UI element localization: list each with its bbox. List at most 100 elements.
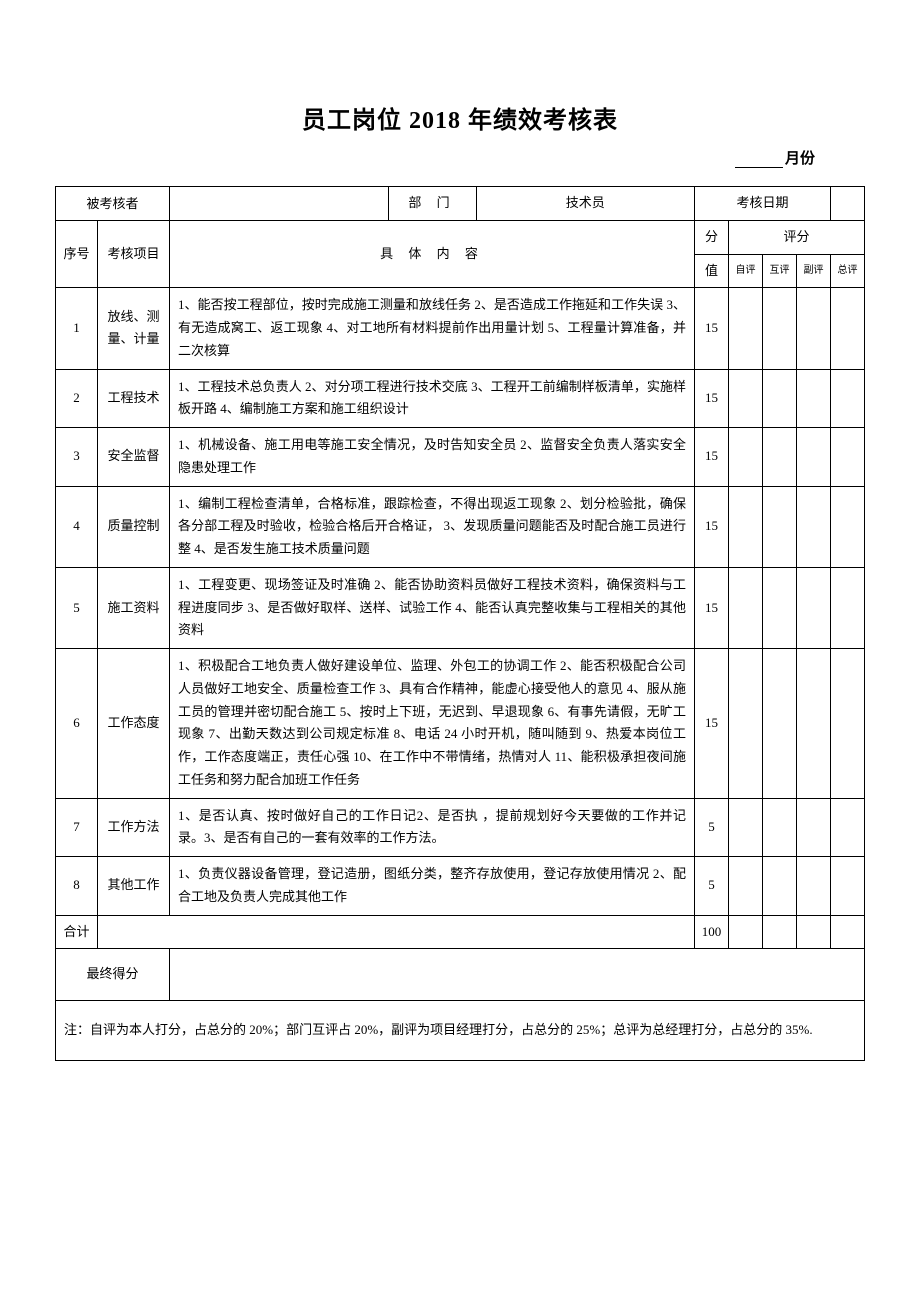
rating-col-0: 自评 — [728, 254, 762, 288]
row-score: 15 — [694, 288, 728, 369]
rating-col-3: 总评 — [831, 254, 865, 288]
row-content: 1、机械设备、施工用电等施工安全情况，及时告知安全员 2、监督安全负责人落实安全… — [170, 428, 695, 487]
page-title: 员工岗位 2018 年绩效考核表 — [55, 100, 865, 135]
row-deputy — [796, 649, 830, 799]
month-blank — [735, 167, 783, 168]
row-deputy — [796, 567, 830, 648]
row-item: 施工资料 — [98, 567, 170, 648]
row-deputy — [796, 288, 830, 369]
rating-col-1: 互评 — [762, 254, 796, 288]
total-score: 100 — [694, 915, 728, 949]
month-label: 月份 — [785, 151, 815, 167]
row-item: 工程技术 — [98, 369, 170, 428]
row-peer — [762, 567, 796, 648]
score-header-1: 分 — [694, 220, 728, 254]
row-chief — [831, 798, 865, 857]
final-label: 最终得分 — [56, 949, 170, 1001]
row-seq: 8 — [56, 857, 98, 916]
row-content: 1、能否按工程部位，按时完成施工测量和放线任务 2、是否造成工作拖延和工作失误 … — [170, 288, 695, 369]
table-row: 7工作方法1、是否认真、按时做好自己的工作日记2、是否执 ，提前规划好今天要做的… — [56, 798, 865, 857]
rating-header: 评分 — [728, 220, 864, 254]
row-peer — [762, 857, 796, 916]
table-row: 4质量控制1、编制工程检查清单，合格标准，跟踪检查，不得出现返工现象 2、划分检… — [56, 486, 865, 567]
assessee-value — [170, 187, 388, 221]
row-deputy — [796, 857, 830, 916]
appraisal-table: 被考核者 部 门 技术员 考核日期 序号 考核项目 具 体 内 容 分 评分 值… — [55, 186, 865, 1061]
row-item: 质量控制 — [98, 486, 170, 567]
table-row: 3安全监督1、机械设备、施工用电等施工安全情况，及时告知安全员 2、监督安全负责… — [56, 428, 865, 487]
row-seq: 3 — [56, 428, 98, 487]
row-self — [728, 428, 762, 487]
table-row: 1放线、测量、计量1、能否按工程部位，按时完成施工测量和放线任务 2、是否造成工… — [56, 288, 865, 369]
row-peer — [762, 486, 796, 567]
row-deputy — [796, 798, 830, 857]
row-self — [728, 567, 762, 648]
row-content: 1、积极配合工地负责人做好建设单位、监理、外包工的协调工作 2、能否积极配合公司… — [170, 649, 695, 799]
row-peer — [762, 649, 796, 799]
appraisal-date-value — [831, 187, 865, 221]
row-seq: 1 — [56, 288, 98, 369]
appraisal-date-label: 考核日期 — [694, 187, 830, 221]
row-chief — [831, 428, 865, 487]
row-deputy — [796, 428, 830, 487]
row-chief — [831, 567, 865, 648]
row-item: 安全监督 — [98, 428, 170, 487]
row-content: 1、编制工程检查清单，合格标准，跟踪检查，不得出现返工现象 2、划分检验批，确保… — [170, 486, 695, 567]
row-chief — [831, 288, 865, 369]
row-score: 15 — [694, 486, 728, 567]
row-self — [728, 798, 762, 857]
content-header: 具 体 内 容 — [170, 220, 695, 288]
row-self — [728, 857, 762, 916]
row-item: 其他工作 — [98, 857, 170, 916]
row-content: 1、负责仪器设备管理，登记造册，图纸分类，整齐存放使用，登记存放使用情况 2、配… — [170, 857, 695, 916]
dept-label: 部 门 — [388, 187, 476, 221]
row-score: 15 — [694, 649, 728, 799]
total-r0 — [728, 915, 762, 949]
row-peer — [762, 288, 796, 369]
row-content: 1、工程技术总负责人 2、对分项工程进行技术交底 3、工程开工前编制样板清单，实… — [170, 369, 695, 428]
row-self — [728, 649, 762, 799]
total-blank — [98, 915, 695, 949]
row-item: 工作态度 — [98, 649, 170, 799]
rating-col-2: 副评 — [796, 254, 830, 288]
header-row-meta: 被考核者 部 门 技术员 考核日期 — [56, 187, 865, 221]
total-label: 合计 — [56, 915, 98, 949]
table-row: 5施工资料1、工程变更、现场签证及时准确 2、能否协助资料员做好工程技术资料，确… — [56, 567, 865, 648]
row-score: 5 — [694, 798, 728, 857]
final-row: 最终得分 — [56, 949, 865, 1001]
header-row-cols-1: 序号 考核项目 具 体 内 容 分 评分 — [56, 220, 865, 254]
row-item: 放线、测量、计量 — [98, 288, 170, 369]
row-chief — [831, 649, 865, 799]
row-deputy — [796, 369, 830, 428]
seq-header: 序号 — [56, 220, 98, 288]
row-seq: 7 — [56, 798, 98, 857]
table-row: 2工程技术1、工程技术总负责人 2、对分项工程进行技术交底 3、工程开工前编制样… — [56, 369, 865, 428]
score-header-2: 值 — [694, 254, 728, 288]
item-header: 考核项目 — [98, 220, 170, 288]
note-text: 注：自评为本人打分，占总分的 20%；部门互评占 20%，副评为项目经理打分，占… — [56, 1001, 865, 1061]
row-peer — [762, 428, 796, 487]
row-seq: 5 — [56, 567, 98, 648]
row-score: 15 — [694, 369, 728, 428]
row-peer — [762, 369, 796, 428]
final-value — [170, 949, 865, 1001]
row-self — [728, 369, 762, 428]
row-item: 工作方法 — [98, 798, 170, 857]
table-row: 8其他工作1、负责仪器设备管理，登记造册，图纸分类，整齐存放使用，登记存放使用情… — [56, 857, 865, 916]
table-row: 6工作态度1、积极配合工地负责人做好建设单位、监理、外包工的协调工作 2、能否积… — [56, 649, 865, 799]
row-seq: 4 — [56, 486, 98, 567]
total-r1 — [762, 915, 796, 949]
row-deputy — [796, 486, 830, 567]
total-r3 — [831, 915, 865, 949]
row-score: 15 — [694, 567, 728, 648]
row-content: 1、工程变更、现场签证及时准确 2、能否协助资料员做好工程技术资料，确保资料与工… — [170, 567, 695, 648]
row-peer — [762, 798, 796, 857]
total-r2 — [796, 915, 830, 949]
row-chief — [831, 486, 865, 567]
row-seq: 2 — [56, 369, 98, 428]
assessee-label: 被考核者 — [56, 187, 170, 221]
dept-value: 技术员 — [476, 187, 694, 221]
month-field: 月份 — [55, 147, 865, 168]
row-chief — [831, 857, 865, 916]
note-row: 注：自评为本人打分，占总分的 20%；部门互评占 20%，副评为项目经理打分，占… — [56, 1001, 865, 1061]
